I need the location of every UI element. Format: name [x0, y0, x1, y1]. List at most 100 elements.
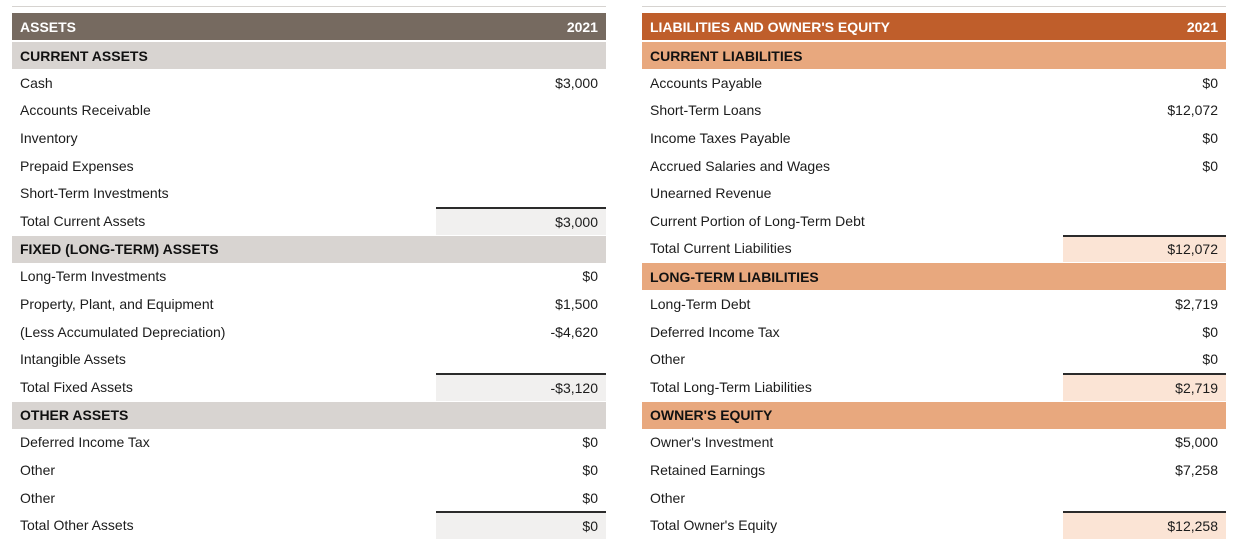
total-label-cell[interactable]: Total Current Assets [20, 212, 146, 229]
line-item-value-cell[interactable]: $0 [582, 489, 598, 506]
line-item-label-cell[interactable]: Intangible Assets [20, 351, 126, 368]
line-item-value-cell[interactable]: $0 [1202, 129, 1218, 146]
line-item-value-cell[interactable]: $0 [1202, 323, 1218, 340]
total-label-cell[interactable]: Total Long-Term Liabilities [649, 378, 812, 395]
line-item-row: Intangible Assets [12, 345, 606, 373]
total-value-cell[interactable]: $12,072 [1063, 234, 1226, 263]
line-item-value-cell[interactable]: $0 [1202, 351, 1218, 368]
total-row: Total Current Assets $3,000 [12, 206, 606, 235]
liabilities-equity-table: LIABILITIES AND OWNER'S EQUITY 2021 CURREN… [641, 6, 1226, 539]
line-item-row: Prepaid Expenses [12, 152, 606, 180]
line-item-label-cell[interactable]: Property, Plant, and Equipment [20, 295, 214, 312]
line-item-value-cell[interactable]: $0 [582, 268, 598, 285]
line-item-value-cell[interactable] [598, 152, 606, 180]
line-item-value-cell[interactable] [598, 124, 606, 152]
line-item-value-cell[interactable]: $0 [1202, 157, 1218, 174]
total-row: Total Owner's Equity $12,258 [642, 511, 1226, 539]
line-item-label-cell[interactable]: Deferred Income Tax [649, 323, 780, 340]
line-item-row: Other $0 [642, 345, 1226, 373]
line-item-label-cell[interactable]: Cash [20, 74, 53, 91]
total-row: Total Fixed Assets -$3,120 [12, 372, 606, 401]
line-item-label-cell[interactable]: Accrued Salaries and Wages [649, 157, 831, 174]
section-header: OWNER'S EQUITY [641, 401, 1226, 429]
line-item-value-cell[interactable]: $0 [582, 461, 598, 478]
section-header: LONG-TERM LIABILITIES [641, 263, 1226, 291]
line-item-row: Current Portion of Long-Term Debt [642, 207, 1226, 235]
total-row: Total Long-Term Liabilities $2,719 [642, 372, 1226, 401]
total-label-cell[interactable]: Total Other Assets [20, 517, 134, 534]
line-item-label-cell[interactable]: Long-Term Debt [649, 295, 751, 312]
line-item-value-cell[interactable]: $12,072 [1167, 102, 1218, 119]
line-item-value-cell[interactable]: -$4,620 [550, 323, 598, 340]
assets-table: ASSETS 2021 CURRENT ASSETS Cash $3,000 Accoun… [12, 6, 606, 539]
line-item-label-cell[interactable]: Owner's Investment [649, 434, 774, 451]
line-item-label-cell[interactable]: Income Taxes Payable [649, 129, 791, 146]
line-item-label-cell[interactable]: Accounts Payable [649, 74, 763, 91]
section-header-label: LONG-TERM LIABILITIES [649, 268, 819, 285]
line-item-value-cell[interactable]: $7,258 [1175, 461, 1218, 478]
line-item-row: Income Taxes Payable $0 [642, 124, 1226, 152]
total-label-cell[interactable]: Total Current Liabilities [649, 240, 792, 257]
section-header: FIXED (LONG-TERM) ASSETS [12, 235, 606, 263]
line-item-value-cell[interactable]: $1,500 [555, 295, 598, 312]
line-item-row: Inventory [12, 124, 606, 152]
line-item-label-cell[interactable]: Other [20, 489, 56, 506]
table-header-row[interactable]: ASSETS 2021 [12, 13, 606, 40]
line-item-row: Short-Term Loans $12,072 [642, 97, 1226, 125]
line-item-row: Cash $3,000 [12, 69, 606, 97]
line-item-value-cell[interactable]: $0 [1202, 74, 1218, 91]
line-item-label-cell[interactable]: Long-Term Investments [20, 268, 167, 285]
line-item-label-cell[interactable]: (Less Accumulated Depreciation) [20, 323, 226, 340]
total-value-cell[interactable]: $3,000 [435, 206, 606, 235]
line-item-label-cell[interactable]: Short-Term Loans [649, 102, 762, 119]
total-row: Total Other Assets $0 [12, 511, 606, 539]
table-title: LIABILITIES AND OWNER'S EQUITY [649, 18, 891, 35]
line-item-label-cell[interactable]: Short-Term Investments [20, 185, 169, 202]
line-item-label-cell[interactable]: Other [649, 489, 685, 506]
line-item-row: Retained Earnings $7,258 [642, 456, 1226, 484]
line-item-row: Property, Plant, and Equipment $1,500 [12, 290, 606, 318]
line-item-value-cell[interactable]: $2,719 [1175, 295, 1218, 312]
line-item-label-cell[interactable]: Other [20, 461, 56, 478]
line-item-value-cell[interactable] [598, 97, 606, 125]
line-item-row: Other $0 [12, 456, 606, 484]
section-header-label: CURRENT LIABILITIES [649, 47, 803, 64]
total-label-cell[interactable]: Total Owner's Equity [649, 517, 778, 534]
line-item-value-cell[interactable] [1218, 207, 1226, 235]
line-item-label-cell[interactable]: Prepaid Expenses [20, 157, 134, 174]
line-item-label-cell[interactable]: Deferred Income Tax [20, 434, 150, 451]
year-column-header: 2021 [1186, 18, 1218, 35]
section-header-label: FIXED (LONG-TERM) ASSETS [20, 241, 219, 258]
section-header: CURRENT ASSETS [12, 42, 606, 69]
line-item-value-cell[interactable]: $0 [582, 434, 598, 451]
line-item-row: Long-Term Investments $0 [12, 263, 606, 291]
total-label-cell[interactable]: Total Fixed Assets [20, 378, 133, 395]
total-value-cell[interactable]: $12,258 [1063, 511, 1226, 539]
line-item-value-cell[interactable]: $5,000 [1175, 434, 1218, 451]
line-item-label-cell[interactable]: Retained Earnings [649, 461, 766, 478]
line-item-row: Accrued Salaries and Wages $0 [642, 152, 1226, 180]
balance-sheet: ASSETS 2021 CURRENT ASSETS Cash $3,000 Accoun… [12, 6, 1226, 539]
line-item-row: Unearned Revenue [642, 179, 1226, 207]
table-header-row[interactable]: LIABILITIES AND OWNER'S EQUITY 2021 [641, 13, 1226, 40]
line-item-value-cell[interactable] [1218, 179, 1226, 207]
line-item-label-cell[interactable]: Accounts Receivable [20, 102, 151, 119]
line-item-row: Deferred Income Tax $0 [642, 318, 1226, 346]
year-column-header: 2021 [566, 18, 598, 35]
line-item-value-cell[interactable] [1218, 484, 1226, 512]
line-item-label-cell[interactable]: Current Portion of Long-Term Debt [649, 212, 865, 229]
line-item-row: Accounts Payable $0 [642, 69, 1226, 97]
section-header-label: CURRENT ASSETS [20, 47, 148, 64]
line-item-label-cell[interactable]: Inventory [20, 129, 78, 146]
line-item-label-cell[interactable]: Unearned Revenue [649, 185, 772, 202]
total-value-cell[interactable]: $2,719 [1063, 372, 1226, 401]
line-item-value-cell[interactable] [598, 179, 606, 207]
section-header-label: OTHER ASSETS [20, 407, 129, 424]
line-item-value-cell[interactable]: $3,000 [555, 74, 598, 91]
line-item-row: Other $0 [12, 484, 606, 512]
line-item-label-cell[interactable]: Other [649, 351, 685, 368]
total-value-cell[interactable]: -$3,120 [435, 372, 606, 401]
line-item-row: Short-Term Investments [12, 179, 606, 207]
total-value-cell[interactable]: $0 [435, 511, 606, 539]
line-item-value-cell[interactable] [598, 345, 606, 373]
